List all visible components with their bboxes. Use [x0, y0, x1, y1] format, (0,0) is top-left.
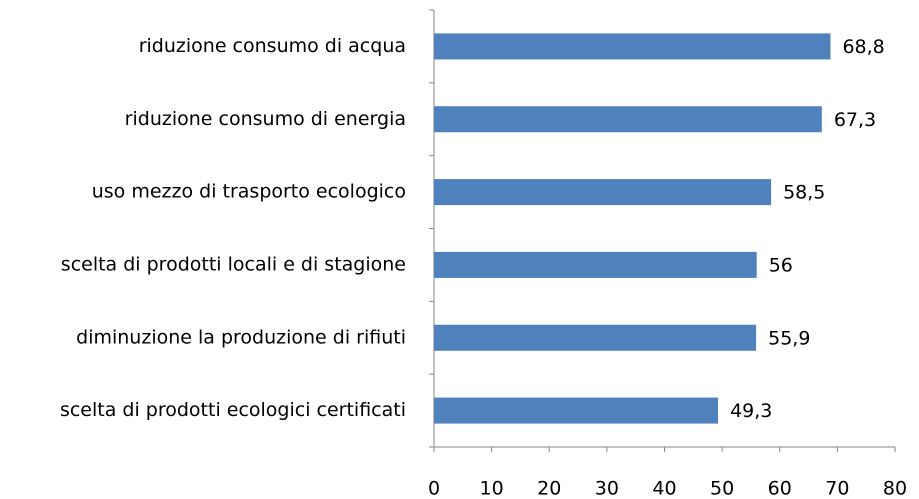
bar — [434, 397, 719, 424]
x-tick-label: 60 — [768, 478, 792, 499]
x-tick-label: 20 — [537, 478, 561, 499]
data-label: 56 — [769, 254, 793, 276]
category-label: scelta di prodotti locali e di stagione — [61, 253, 406, 275]
x-tick-label: 70 — [825, 478, 849, 499]
category-label: diminuzione la produzione di rifiuti — [76, 326, 406, 348]
bar — [434, 106, 822, 133]
x-tick-label: 0 — [428, 478, 440, 499]
x-tick-label: 10 — [480, 478, 504, 499]
data-label: 67,3 — [834, 109, 876, 131]
x-tick-label: 40 — [652, 478, 676, 499]
data-label: 68,8 — [842, 36, 884, 58]
bar — [434, 251, 757, 278]
data-label: 49,3 — [730, 400, 772, 422]
category-label: riduzione consumo di acqua — [139, 35, 406, 57]
x-tick-label: 50 — [710, 478, 734, 499]
category-label: uso mezzo di trasporto ecologico — [92, 181, 406, 203]
category-label: riduzione consumo di energia — [125, 108, 406, 130]
data-label: 55,9 — [768, 327, 810, 349]
x-tick-label: 80 — [883, 478, 907, 499]
x-tick-label: 30 — [595, 478, 619, 499]
bar — [434, 33, 831, 60]
bar — [434, 179, 772, 206]
data-label: 58,5 — [783, 182, 825, 204]
bar — [434, 324, 757, 351]
category-label: scelta di prodotti ecologici certificati — [60, 399, 406, 421]
